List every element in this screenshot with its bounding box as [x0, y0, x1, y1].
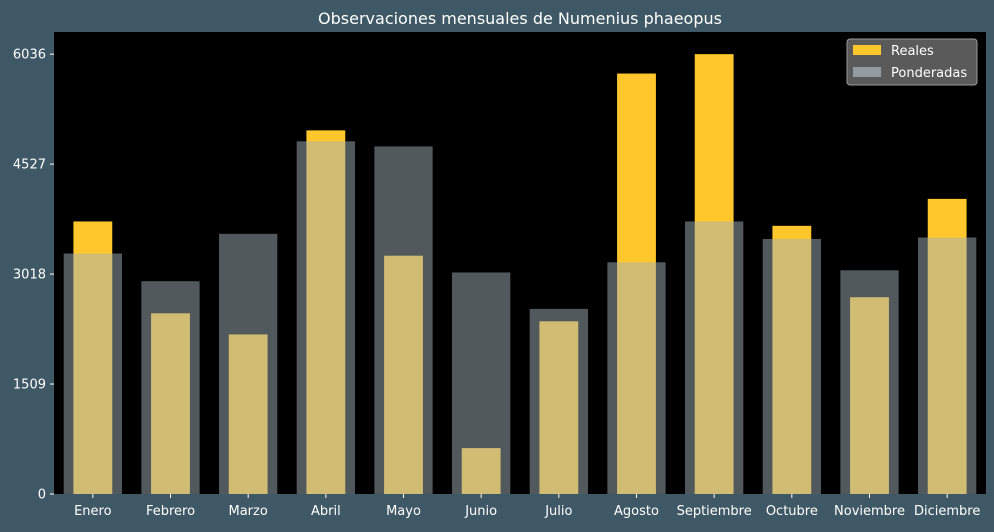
bar-ponderadas-marzo	[219, 233, 278, 494]
bar-ponderadas-junio	[452, 272, 511, 494]
x-tick-label: Mayo	[386, 504, 421, 519]
y-tick-label: 3018	[13, 268, 46, 283]
bar-ponderadas-mayo	[374, 146, 433, 495]
y-axis: 0 1509 3018 4527 6036	[13, 48, 54, 503]
plot-area	[54, 32, 986, 494]
bar-ponderadas-diciembre	[918, 237, 977, 494]
legend-label-ponderadas: Ponderadas	[891, 66, 967, 81]
x-tick-label: Octubre	[766, 504, 818, 519]
bar-ponderadas-noviembre	[840, 270, 899, 494]
y-tick-label: 1509	[13, 378, 46, 393]
legend-swatch-reales	[853, 45, 881, 55]
legend-label-reales: Reales	[891, 44, 934, 59]
x-tick-label: Enero	[74, 504, 112, 519]
bar-ponderadas-abril	[296, 141, 355, 494]
x-tick-label: Julio	[544, 504, 572, 519]
bar-ponderadas-febrero	[141, 281, 200, 494]
x-tick-label: Marzo	[229, 504, 268, 519]
bar-ponderadas-agosto	[607, 262, 666, 494]
legend: Reales Ponderadas	[846, 38, 978, 86]
x-tick-label: Junio	[464, 504, 497, 519]
y-tick-label: 4527	[13, 158, 46, 173]
chart-title: Observaciones mensuales de Numenius phae…	[318, 9, 722, 28]
bar-ponderadas-octubre	[762, 238, 821, 494]
x-tick-label: Agosto	[614, 504, 659, 519]
x-tick-label: Abril	[311, 504, 341, 519]
x-tick-label: Febrero	[146, 504, 195, 519]
x-tick-label: Diciembre	[914, 504, 980, 519]
legend-swatch-ponderadas	[853, 67, 881, 77]
x-axis: Enero Febrero Marzo Abril Mayo Junio Julio Agos…	[74, 494, 980, 519]
x-tick-label: Septiembre	[677, 504, 752, 519]
y-tick-label: 0	[38, 488, 46, 503]
series-ponderadas	[63, 141, 977, 495]
bar-ponderadas-enero	[63, 253, 122, 494]
bar-ponderadas-septiembre	[685, 221, 744, 494]
bar-ponderadas-julio	[529, 308, 588, 494]
x-tick-label: Noviembre	[834, 504, 905, 519]
y-tick-label: 6036	[13, 48, 46, 63]
